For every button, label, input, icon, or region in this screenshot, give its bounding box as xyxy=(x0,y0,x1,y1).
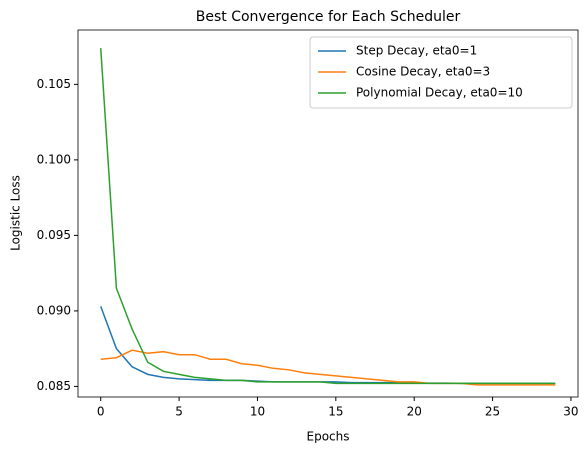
y-tick-label: 0.100 xyxy=(37,152,71,166)
legend-box xyxy=(309,36,573,109)
x-tick-label: 0 xyxy=(97,405,105,419)
legend-label: Cosine Decay, eta0=3 xyxy=(356,65,490,79)
x-tick-label: 5 xyxy=(175,405,183,419)
y-axis-label: Logistic Loss xyxy=(9,175,23,251)
legend-label: Step Decay, eta0=1 xyxy=(356,44,477,58)
x-tick-label: 25 xyxy=(485,405,500,419)
chart-title: Best Convergence for Each Scheduler xyxy=(196,9,461,25)
y-tick-label: 0.105 xyxy=(37,77,71,91)
y-tick-label: 0.085 xyxy=(37,379,71,393)
x-tick-label: 15 xyxy=(328,405,343,419)
y-tick-label: 0.095 xyxy=(37,228,71,242)
x-tick-label: 10 xyxy=(250,405,265,419)
x-tick-label: 30 xyxy=(563,405,578,419)
y-tick-label: 0.090 xyxy=(37,303,71,317)
x-axis-label: Epochs xyxy=(307,430,350,444)
legend-label: Polynomial Decay, eta0=10 xyxy=(356,86,523,100)
series-line xyxy=(100,349,556,386)
series-line xyxy=(99,48,556,385)
x-tick-label: 20 xyxy=(407,405,422,419)
plot-frame xyxy=(77,29,579,398)
